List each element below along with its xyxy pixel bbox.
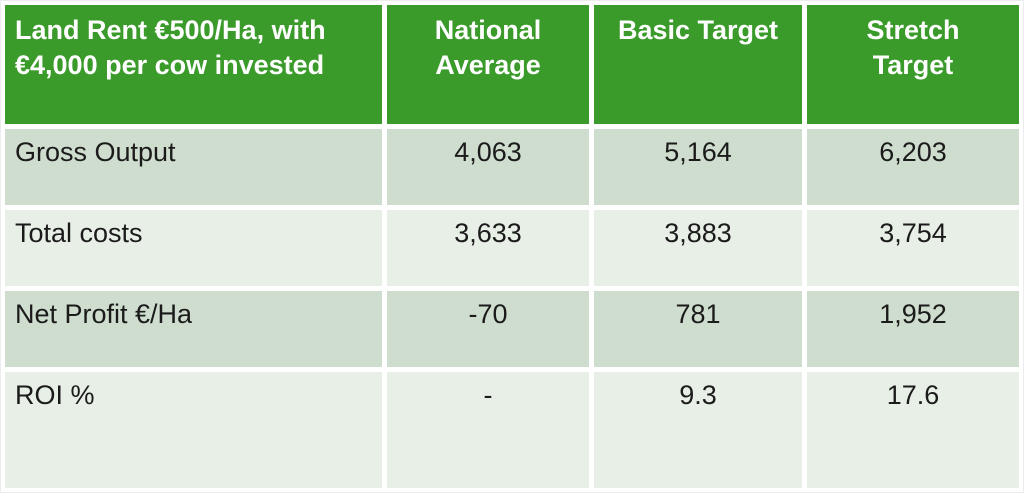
table-row-roi: ROI % - 9.3 17.6 [5, 372, 1019, 488]
cell-value: 4,063 [387, 129, 589, 205]
column-header-basic-target: Basic Target [594, 5, 802, 124]
cell-value: 6,203 [807, 129, 1019, 205]
header-row: Land Rent €500/Ha, with €4,000 per cow i… [5, 5, 1019, 124]
cell-value: 3,633 [387, 210, 589, 286]
column-header-national-average: National Average [387, 5, 589, 124]
row-label: Gross Output [5, 129, 382, 205]
cell-value: 9.3 [594, 372, 802, 488]
cell-value: 3,883 [594, 210, 802, 286]
cell-value: 17.6 [807, 372, 1019, 488]
row-label: ROI % [5, 372, 382, 488]
table-row-gross-output: Gross Output 4,063 5,164 6,203 [5, 129, 1019, 205]
table-row-net-profit: Net Profit €/Ha -70 781 1,952 [5, 291, 1019, 367]
row-label: Total costs [5, 210, 382, 286]
row-label: Net Profit €/Ha [5, 291, 382, 367]
cell-value: 781 [594, 291, 802, 367]
cell-value: 3,754 [807, 210, 1019, 286]
cell-value: 1,952 [807, 291, 1019, 367]
cell-value: 5,164 [594, 129, 802, 205]
table-title: Land Rent €500/Ha, with €4,000 per cow i… [5, 5, 382, 124]
table-row-total-costs: Total costs 3,633 3,883 3,754 [5, 210, 1019, 286]
cell-value: -70 [387, 291, 589, 367]
cell-value: - [387, 372, 589, 488]
column-header-stretch-target: Stretch Target [807, 5, 1019, 124]
